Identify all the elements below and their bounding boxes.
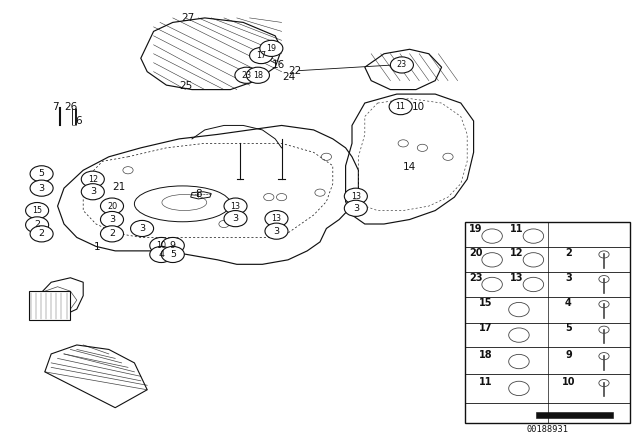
Text: 25: 25 [179,81,192,91]
Text: 24: 24 [283,72,296,82]
Text: 3: 3 [273,227,280,236]
Text: 2: 2 [38,229,45,238]
Text: 23: 23 [469,273,483,283]
FancyBboxPatch shape [29,291,70,320]
Text: 2: 2 [565,248,572,258]
Text: 16: 16 [272,60,285,70]
Circle shape [235,67,258,83]
Circle shape [265,211,288,227]
Text: 17: 17 [256,51,266,60]
Text: 12: 12 [510,248,524,258]
Circle shape [26,202,49,219]
Text: 9: 9 [170,241,176,250]
Text: 9: 9 [565,350,572,360]
Text: 3: 3 [90,187,96,196]
Circle shape [131,220,154,237]
Circle shape [81,184,104,200]
Text: 00188931: 00188931 [527,425,569,434]
Text: 7: 7 [52,102,58,112]
Text: 14: 14 [403,162,416,172]
Circle shape [250,47,273,64]
Circle shape [150,237,173,254]
Text: 11: 11 [479,377,493,387]
Text: 21: 21 [113,182,125,192]
Polygon shape [536,412,613,418]
Circle shape [161,237,184,254]
Text: 10: 10 [156,241,166,250]
Text: 15: 15 [479,298,493,308]
Text: 13: 13 [230,202,241,211]
Text: 3: 3 [139,224,145,233]
Text: 2: 2 [34,220,40,229]
Text: 4: 4 [158,250,164,259]
Text: 2: 2 [109,229,115,238]
Circle shape [161,246,184,263]
Text: 1: 1 [94,242,100,252]
Text: 26: 26 [64,102,77,112]
Circle shape [100,198,124,214]
Circle shape [100,226,124,242]
Text: 17: 17 [479,323,493,333]
Circle shape [224,198,247,214]
Text: 11: 11 [396,102,406,111]
Circle shape [30,226,53,242]
Text: 19: 19 [469,224,483,234]
Circle shape [344,188,367,204]
Text: 5: 5 [38,169,45,178]
Circle shape [81,171,104,187]
Text: 18: 18 [479,350,493,360]
Text: 12: 12 [88,175,98,184]
Text: 3: 3 [565,273,572,283]
Text: 22: 22 [288,66,301,76]
Text: 10: 10 [562,377,575,387]
Text: 4: 4 [565,298,572,308]
Text: 20: 20 [469,248,483,258]
Text: 5: 5 [565,323,572,333]
Text: 18: 18 [253,71,263,80]
Text: 3: 3 [38,184,45,193]
Text: 19: 19 [266,44,276,53]
Text: 11: 11 [510,224,524,234]
Text: 13: 13 [351,192,361,201]
Circle shape [265,223,288,239]
Circle shape [389,99,412,115]
FancyBboxPatch shape [465,222,630,423]
Circle shape [30,166,53,182]
Text: 13: 13 [510,273,524,283]
Circle shape [344,200,367,216]
Circle shape [26,217,49,233]
Text: 23: 23 [241,71,252,80]
Text: 8: 8 [195,189,202,198]
Circle shape [390,57,413,73]
Circle shape [150,246,173,263]
Circle shape [30,180,53,196]
Circle shape [100,211,124,228]
Text: 27: 27 [181,13,194,23]
Text: 6: 6 [75,116,81,126]
Text: 3: 3 [232,214,239,223]
Text: 3: 3 [353,204,359,213]
Text: 23: 23 [397,60,407,69]
Circle shape [246,67,269,83]
Text: 20: 20 [107,202,117,211]
Text: 3: 3 [109,215,115,224]
Text: 15: 15 [32,206,42,215]
Text: 10: 10 [412,102,425,112]
Circle shape [260,40,283,56]
Text: 13: 13 [271,214,282,223]
Text: 5: 5 [170,250,176,259]
Circle shape [224,211,247,227]
